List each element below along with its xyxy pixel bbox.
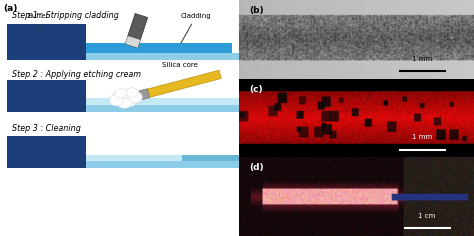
FancyBboxPatch shape — [7, 53, 239, 60]
Text: (d): (d) — [249, 163, 264, 172]
Polygon shape — [139, 89, 150, 100]
FancyBboxPatch shape — [7, 161, 239, 168]
Text: 1 cm: 1 cm — [419, 213, 436, 219]
Text: Step 2 : Applying etching cream: Step 2 : Applying etching cream — [12, 70, 141, 79]
Text: (b): (b) — [249, 5, 264, 15]
Polygon shape — [125, 36, 140, 48]
FancyBboxPatch shape — [182, 155, 239, 168]
FancyBboxPatch shape — [7, 24, 86, 60]
Ellipse shape — [125, 88, 138, 97]
Text: Cladding: Cladding — [181, 13, 211, 43]
Ellipse shape — [115, 88, 127, 98]
FancyBboxPatch shape — [7, 80, 86, 112]
Text: Silica core: Silica core — [162, 62, 198, 68]
FancyBboxPatch shape — [7, 105, 239, 112]
Text: Buffer: Buffer — [27, 13, 49, 25]
Text: 1 mm: 1 mm — [412, 56, 432, 62]
FancyBboxPatch shape — [7, 161, 239, 168]
Polygon shape — [147, 70, 221, 97]
Text: (a): (a) — [4, 4, 18, 13]
Text: (c): (c) — [249, 84, 263, 93]
Ellipse shape — [128, 91, 142, 103]
FancyBboxPatch shape — [7, 136, 86, 168]
Ellipse shape — [109, 95, 123, 106]
Polygon shape — [125, 13, 148, 48]
FancyBboxPatch shape — [7, 98, 239, 112]
FancyBboxPatch shape — [7, 53, 239, 60]
Ellipse shape — [121, 95, 137, 107]
Ellipse shape — [117, 98, 132, 108]
FancyBboxPatch shape — [86, 155, 182, 168]
Ellipse shape — [112, 90, 130, 103]
Text: Step 3 : Cleaning: Step 3 : Cleaning — [12, 124, 81, 133]
Text: Step 1 : Stripping cladding: Step 1 : Stripping cladding — [12, 11, 119, 20]
FancyBboxPatch shape — [79, 43, 232, 60]
Text: 1 mm: 1 mm — [412, 134, 432, 140]
